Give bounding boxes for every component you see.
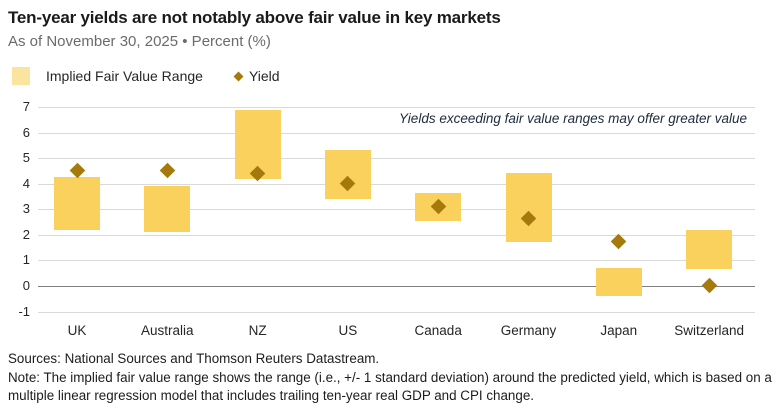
legend: Implied Fair Value Range Yield xyxy=(12,67,280,85)
y-axis-tick-label-3: 3 xyxy=(22,201,30,217)
y-axis-tick-label-2: 2 xyxy=(22,226,30,242)
fair-value-range-bar-uk xyxy=(54,177,100,230)
x-axis-label-switzerland: Switzerland xyxy=(674,322,744,338)
x-axis-label-germany: Germany xyxy=(500,322,557,338)
fair-value-range-bar-japan xyxy=(595,268,642,297)
sources-text: Sources: National Sources and Thomson Re… xyxy=(8,351,380,366)
x-axis-label-japan: Japan xyxy=(600,322,638,338)
gridline xyxy=(38,158,755,160)
x-axis-label-nz: NZ xyxy=(248,322,267,338)
y-axis-tick-label-6: 6 xyxy=(22,124,30,140)
x-axis-label-us: US xyxy=(338,322,358,338)
x-axis-label-uk: UK xyxy=(67,322,87,338)
plot-area: Yields exceeding fair value ranges may o… xyxy=(0,99,781,342)
fair-value-range-bar-switzerland xyxy=(686,229,733,270)
x-axis-label-australia: Australia xyxy=(141,322,194,338)
zero-gridline xyxy=(38,285,755,287)
chart-footer: Sources: National Sources and Thomson Re… xyxy=(8,350,774,406)
yield-marker-switzerland xyxy=(701,278,717,294)
fair-value-range-bar-australia xyxy=(144,186,191,233)
y-axis-tick-label-7: 7 xyxy=(22,99,30,114)
y-axis-tick-label-4: 4 xyxy=(22,175,30,191)
gridline xyxy=(38,107,755,108)
chart-annotation: Yields exceeding fair value ranges may o… xyxy=(399,111,747,126)
page-title: Ten-year yields are not notably above fa… xyxy=(8,8,501,27)
fair-value-range-swatch-icon xyxy=(12,67,30,85)
fair-value-range-bar-us xyxy=(324,150,371,200)
y-axis-tick-label-5: 5 xyxy=(22,150,30,166)
yield-marker-australia xyxy=(159,163,176,179)
fair-value-range-bar-germany xyxy=(505,173,552,243)
chart-subtitle: As of November 30, 2025 • Percent (%) xyxy=(8,33,271,50)
legend-range-label: Implied Fair Value Range xyxy=(46,68,203,84)
gridline xyxy=(38,234,755,236)
gridline xyxy=(38,260,755,262)
gridline xyxy=(38,209,755,211)
note-text: Note: The implied fair value range shows… xyxy=(8,369,772,404)
y-axis-tick-label--1: -1 xyxy=(18,303,30,319)
y-axis-tick-label-0: 0 xyxy=(22,277,30,293)
y-axis-tick-label-1: 1 xyxy=(22,252,30,268)
gridline xyxy=(38,311,755,313)
gridline xyxy=(38,132,755,134)
x-axis-label-canada: Canada xyxy=(414,322,462,338)
yield-diamond-icon xyxy=(233,71,244,81)
legend-yield-label: Yield xyxy=(248,68,280,84)
gridline xyxy=(38,183,755,185)
